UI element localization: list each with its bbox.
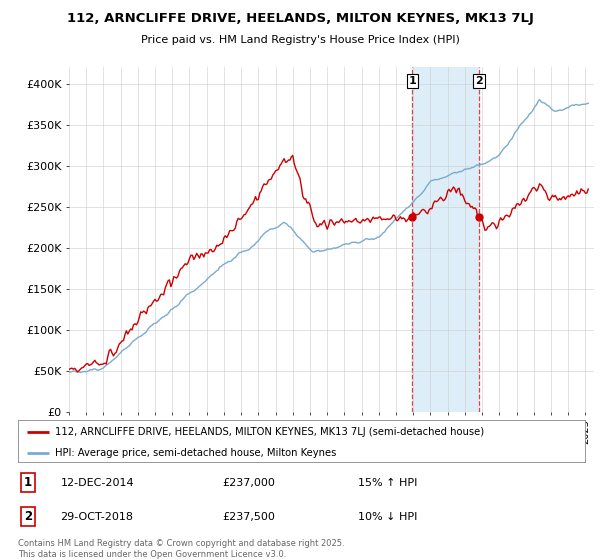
Bar bbox=[412, 67, 479, 412]
Text: 1: 1 bbox=[409, 76, 416, 86]
Text: 12-DEC-2014: 12-DEC-2014 bbox=[61, 478, 134, 488]
Text: 112, ARNCLIFFE DRIVE, HEELANDS, MILTON KEYNES, MK13 7LJ (semi-detached house): 112, ARNCLIFFE DRIVE, HEELANDS, MILTON K… bbox=[55, 427, 484, 437]
Text: 15% ↑ HPI: 15% ↑ HPI bbox=[358, 478, 418, 488]
Text: Price paid vs. HM Land Registry's House Price Index (HPI): Price paid vs. HM Land Registry's House … bbox=[140, 35, 460, 45]
Text: 1: 1 bbox=[24, 476, 32, 489]
Text: Contains HM Land Registry data © Crown copyright and database right 2025.
This d: Contains HM Land Registry data © Crown c… bbox=[18, 539, 344, 559]
Text: £237,000: £237,000 bbox=[222, 478, 275, 488]
Text: 2: 2 bbox=[475, 76, 483, 86]
Text: 29-OCT-2018: 29-OCT-2018 bbox=[61, 512, 134, 522]
Text: £237,500: £237,500 bbox=[222, 512, 275, 522]
Text: 10% ↓ HPI: 10% ↓ HPI bbox=[358, 512, 418, 522]
Text: 112, ARNCLIFFE DRIVE, HEELANDS, MILTON KEYNES, MK13 7LJ: 112, ARNCLIFFE DRIVE, HEELANDS, MILTON K… bbox=[67, 12, 533, 25]
Text: HPI: Average price, semi-detached house, Milton Keynes: HPI: Average price, semi-detached house,… bbox=[55, 448, 336, 458]
Text: 2: 2 bbox=[24, 510, 32, 523]
